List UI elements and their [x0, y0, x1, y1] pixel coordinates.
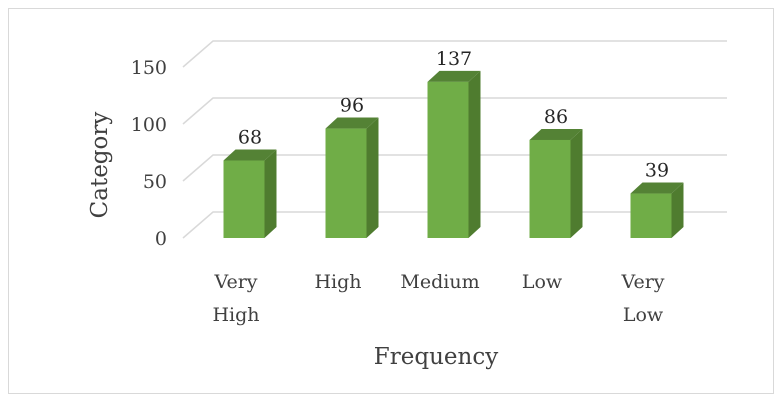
- x-axis-categories: Very High High Medium Low Very Low: [212, 271, 664, 326]
- data-label: 137: [436, 48, 472, 70]
- bar-side: [264, 149, 277, 238]
- bar-top: [427, 70, 481, 82]
- x-tick-label: High: [314, 271, 361, 293]
- y-tick-label: 100: [131, 114, 167, 136]
- bar-side: [366, 117, 379, 238]
- bar: [325, 128, 367, 238]
- bar-side: [468, 70, 481, 238]
- data-label: 96: [340, 95, 364, 117]
- y-tick-label: 50: [143, 171, 167, 193]
- y-axis-title: Category: [87, 112, 113, 219]
- bar: [529, 139, 571, 238]
- y-tick-label: 150: [131, 57, 167, 79]
- y-tick-label: 0: [155, 228, 167, 250]
- gridline: [182, 97, 727, 125]
- bar: [630, 193, 672, 238]
- x-axis-title: Frequency: [374, 344, 498, 370]
- bar: [427, 81, 469, 238]
- y-axis-ticks: 0 50 100 150: [131, 57, 167, 250]
- bar-side: [570, 128, 583, 238]
- bar-side: [671, 182, 684, 238]
- bar: [223, 160, 265, 238]
- x-tick-label: Medium: [400, 271, 479, 293]
- bar-top: [630, 182, 684, 194]
- bar-top: [223, 149, 277, 161]
- x-tick-label: Very High: [212, 271, 259, 326]
- bar-top: [325, 117, 379, 129]
- data-label: 68: [238, 126, 262, 148]
- data-label: 86: [544, 106, 568, 128]
- data-labels: 68 96 137 86 39: [238, 48, 669, 182]
- bars: [223, 70, 684, 238]
- bar-top: [529, 128, 583, 140]
- gridline: [182, 40, 727, 68]
- x-tick-label: Very Low: [620, 271, 664, 326]
- data-label: 39: [645, 160, 669, 182]
- x-tick-label: Low: [522, 271, 563, 293]
